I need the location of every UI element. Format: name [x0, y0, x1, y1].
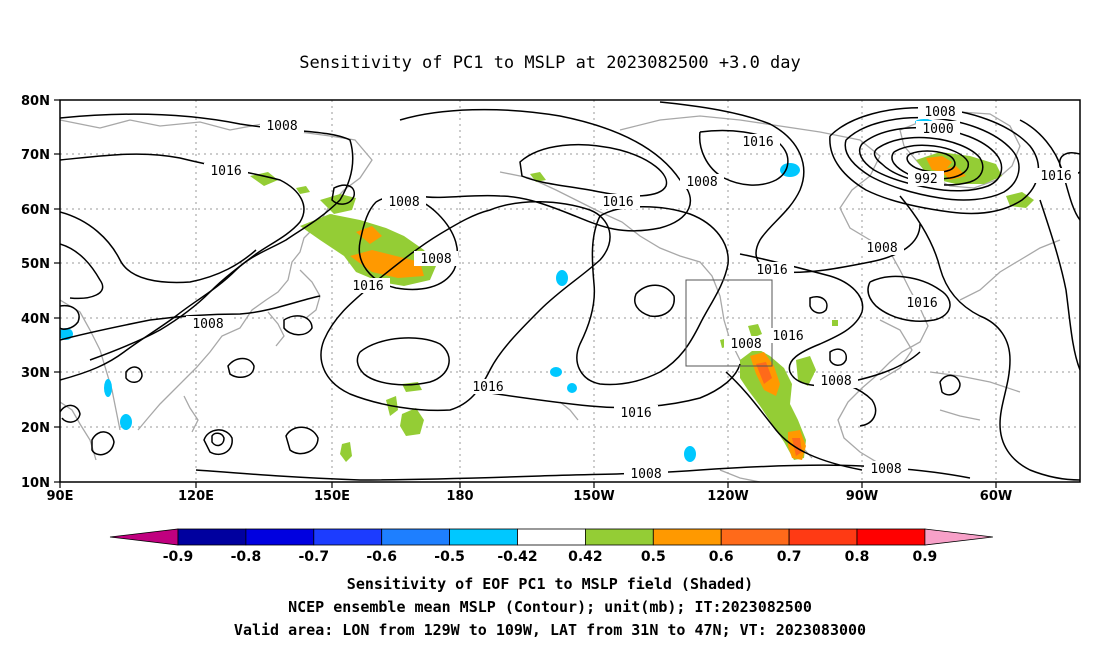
- colorbar-label: -0.6: [366, 549, 397, 565]
- colorbar-label: 0.42: [568, 549, 603, 565]
- contour-label: 1000: [922, 122, 953, 137]
- contour-label: 1016: [1040, 169, 1071, 184]
- colorbar-label: -0.7: [298, 549, 329, 565]
- contour-label: 1016: [756, 263, 787, 278]
- colorbar-segment: [788, 528, 858, 546]
- contour-label: 1016: [352, 279, 383, 294]
- contour-label: 992: [914, 172, 937, 187]
- caption-line-1: Sensitivity of EOF PC1 to MSLP field (Sh…: [347, 575, 753, 593]
- latitude-labels: 10N 20N 30N 40N 50N 60N 70N 80N: [21, 94, 50, 491]
- valid-area-box: [685, 279, 773, 367]
- contour-label: 1008: [924, 105, 955, 120]
- lat-label: 20N: [21, 421, 50, 436]
- colorbar-segment: [313, 528, 383, 546]
- lat-label: 60N: [21, 203, 50, 218]
- colorbar-segment: [381, 528, 451, 546]
- contour-label: 1016: [620, 406, 651, 421]
- lat-label: 50N: [21, 257, 50, 272]
- colorbar: -0.9 -0.8 -0.7 -0.6 -0.5 -0.42 0.42 0.5 0.6 0.7 0.…: [109, 528, 993, 565]
- lat-label: 40N: [21, 312, 50, 327]
- colorbar-label: -0.5: [434, 549, 465, 565]
- lon-label: 180: [446, 489, 473, 504]
- lat-label: 10N: [21, 476, 50, 491]
- contour-label: 1016: [772, 329, 803, 344]
- colorbar-label: -0.42: [497, 549, 537, 565]
- contour-label: 1008: [870, 462, 901, 477]
- colorbar-label: 0.8: [845, 549, 870, 565]
- axis-ticks: [54, 99, 997, 488]
- contour-label: 1008: [866, 241, 897, 256]
- lon-label: 90E: [47, 489, 74, 504]
- colorbar-segment: [856, 528, 926, 546]
- contour-label: 1008: [388, 195, 419, 210]
- colorbar-label: 0.5: [641, 549, 666, 565]
- coastlines: [60, 111, 1061, 482]
- colorbar-segment: [585, 528, 654, 546]
- colorbar-triangle-low: [109, 528, 179, 546]
- map-frame: [59, 99, 1081, 483]
- contour-label: 1008: [630, 467, 661, 482]
- lon-label: 150E: [314, 489, 350, 504]
- contour-label: 1008: [192, 317, 223, 332]
- contour-label: 1016: [742, 135, 773, 150]
- contour-label: 1008: [730, 337, 761, 352]
- contour-label: 1008: [820, 374, 851, 389]
- caption-line-2: NCEP ensemble mean MSLP (Contour); unit(…: [288, 598, 812, 616]
- colorbar-segment: [177, 528, 247, 546]
- longitude-labels: 90E 120E 150E 180 150W 120W 90W 60W: [47, 489, 1013, 504]
- colorbar-label: 0.9: [912, 549, 937, 565]
- contour-label: 1008: [266, 119, 297, 134]
- lat-label: 80N: [21, 94, 50, 109]
- colorbar-segment: [517, 528, 586, 546]
- contour-label: 1008: [420, 252, 451, 267]
- contour-label: 1008: [686, 175, 717, 190]
- figure-title: Sensitivity of PC1 to MSLP at 2023082500…: [299, 53, 801, 73]
- lat-label: 70N: [21, 148, 50, 163]
- contour-label: 1016: [472, 380, 503, 395]
- lon-label: 60W: [980, 489, 1012, 504]
- caption-line-3: Valid area: LON from 129W to 109W, LAT f…: [234, 621, 866, 639]
- contour-label: 1016: [210, 164, 241, 179]
- contour-label-group: 1008 1016 1008 1008 1016 1016 1008 1016 …: [186, 104, 1078, 482]
- colorbar-label: -0.8: [231, 549, 262, 565]
- contour-label: 1016: [602, 195, 633, 210]
- colorbar-triangle-high: [924, 528, 993, 546]
- colorbar-segment: [720, 528, 790, 546]
- colorbar-label: -0.9: [163, 549, 194, 565]
- lat-label: 30N: [21, 366, 50, 381]
- lon-label: 90W: [846, 489, 878, 504]
- colorbar-segment: [449, 528, 518, 546]
- colorbar-label: 0.6: [709, 549, 734, 565]
- lon-label: 150W: [573, 489, 614, 504]
- colorbar-segment: [652, 528, 722, 546]
- colorbar-segment: [245, 528, 315, 546]
- lon-label: 120E: [178, 489, 214, 504]
- contour-label: 1016: [906, 296, 937, 311]
- lon-label: 120W: [707, 489, 748, 504]
- colorbar-label: 0.7: [777, 549, 802, 565]
